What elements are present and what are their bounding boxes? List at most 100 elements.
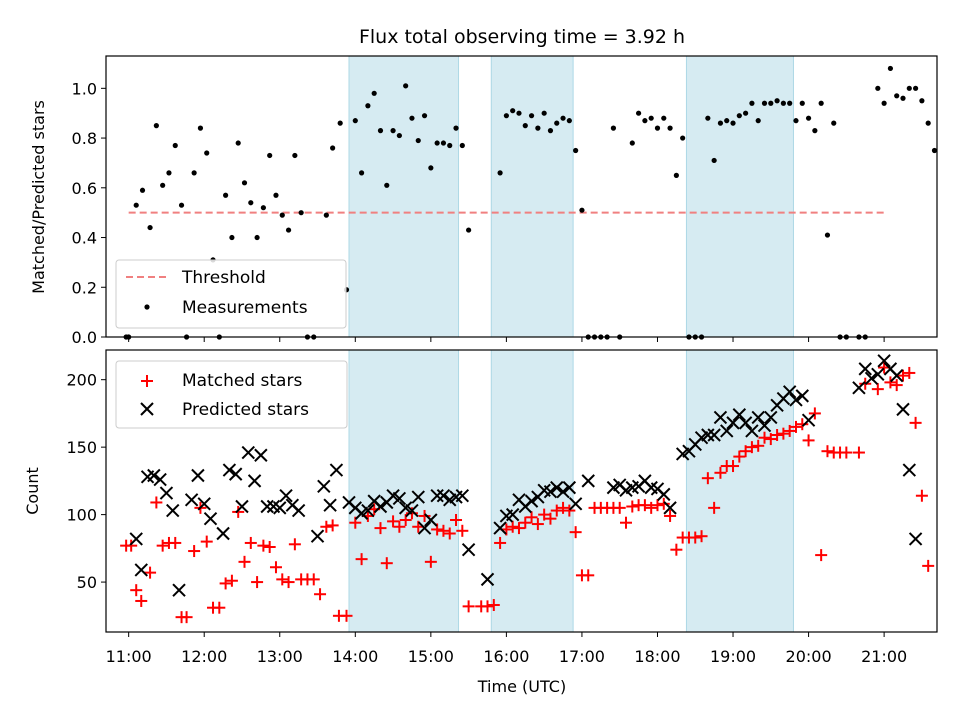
matched-star-point bbox=[276, 573, 289, 586]
top-spans-layer bbox=[348, 55, 794, 338]
predicted-star-point bbox=[405, 503, 419, 518]
predicted-star-point bbox=[505, 507, 520, 522]
matched-star-point bbox=[320, 520, 333, 533]
matched-star-point bbox=[550, 504, 563, 517]
observing-span-3 bbox=[685, 55, 794, 338]
xtick-label: 21:00 bbox=[861, 647, 907, 666]
measurement-point bbox=[466, 227, 472, 233]
matched-star-point bbox=[815, 549, 828, 562]
measurement-point bbox=[566, 118, 572, 124]
measurement-point bbox=[579, 207, 585, 213]
predicted-star-point bbox=[732, 408, 747, 422]
top-ytick-label: 0.0 bbox=[72, 328, 97, 347]
predicted-star-point bbox=[738, 416, 753, 430]
xtick-label: 13:00 bbox=[257, 647, 303, 666]
predicted-star-point bbox=[764, 410, 778, 425]
predicted-star-point bbox=[858, 362, 872, 376]
predicted-star-point bbox=[461, 542, 476, 557]
matched-star-point bbox=[487, 599, 500, 612]
matched-star-point bbox=[135, 594, 148, 607]
predicted-star-point bbox=[789, 393, 803, 407]
matched-star-point bbox=[380, 557, 393, 570]
legend-threshold-label: Threshold bbox=[181, 268, 266, 288]
observing-span-1 bbox=[348, 55, 460, 338]
predicted-star-point bbox=[493, 521, 507, 535]
predicted-star-point bbox=[260, 499, 274, 514]
matched-star-point bbox=[519, 516, 532, 529]
matched-star-point bbox=[689, 531, 702, 544]
measurement-point bbox=[749, 100, 755, 106]
predicted-star-point bbox=[852, 381, 866, 395]
matched-star-point bbox=[664, 509, 677, 522]
matched-star-point bbox=[387, 515, 400, 528]
measurement-point bbox=[415, 137, 421, 144]
predicted-star-point bbox=[430, 489, 444, 503]
matched-star-point bbox=[156, 539, 169, 552]
bottom-ytick-label: 50 bbox=[77, 573, 97, 592]
measurement-point bbox=[371, 90, 377, 96]
bottom-legend: Matched stars Predicted stars bbox=[115, 360, 348, 429]
matched-star-point bbox=[340, 609, 353, 622]
matched-star-point bbox=[871, 383, 884, 396]
measurement-point bbox=[673, 172, 679, 178]
measurement-point bbox=[812, 128, 818, 134]
xtick-label: 14:00 bbox=[332, 647, 378, 666]
matched-star-point bbox=[745, 441, 758, 454]
measurement-point bbox=[153, 123, 159, 129]
measurement-point bbox=[503, 113, 509, 119]
matched-star-point bbox=[232, 505, 245, 518]
legend-measurements-swatch bbox=[144, 304, 150, 310]
bottom-axes-frame bbox=[105, 349, 938, 633]
measurement-point bbox=[428, 165, 434, 171]
predicted-star-point bbox=[203, 511, 218, 526]
predicted-star-point bbox=[720, 424, 734, 438]
predicted-star-point bbox=[701, 428, 715, 442]
measurement-point bbox=[787, 100, 793, 106]
predicted-star-point bbox=[129, 532, 143, 546]
measurement-point bbox=[285, 227, 292, 233]
top-ytick-label: 0.8 bbox=[72, 129, 97, 148]
measurement-point bbox=[642, 118, 648, 124]
measurement-point bbox=[365, 103, 371, 109]
matched-star-point bbox=[620, 516, 633, 529]
predicted-star-point bbox=[908, 532, 923, 546]
top-ytick-label: 0.2 bbox=[72, 278, 97, 297]
predicted-star-point bbox=[216, 526, 230, 541]
matched-star-point bbox=[326, 519, 339, 532]
matched-star-point bbox=[557, 501, 570, 514]
top-ytick-label: 0.4 bbox=[72, 229, 97, 248]
matched-star-point bbox=[796, 418, 809, 431]
xtick-label: 16:00 bbox=[483, 647, 529, 666]
matched-star-point bbox=[418, 509, 431, 522]
matched-star-point bbox=[374, 522, 387, 535]
legend-predicted-swatch bbox=[140, 402, 154, 416]
measurement-point bbox=[736, 113, 742, 119]
predicted-star-point bbox=[411, 490, 425, 504]
measurement-point bbox=[931, 147, 938, 154]
measurement-point bbox=[292, 152, 298, 159]
measurement-point bbox=[133, 202, 139, 208]
measurement-point bbox=[160, 182, 166, 188]
matched-star-point bbox=[213, 601, 226, 614]
matched-star-point bbox=[764, 433, 777, 446]
legend-matched-label: Matched stars bbox=[182, 371, 302, 391]
matched-star-point bbox=[802, 434, 815, 447]
measurement-point bbox=[241, 180, 248, 186]
measurement-point bbox=[352, 118, 358, 124]
top-ytick-label: 0.6 bbox=[72, 179, 97, 198]
measurement-point bbox=[554, 120, 560, 126]
measurement-point bbox=[166, 170, 172, 176]
measurement-point bbox=[267, 152, 273, 159]
measurement-point bbox=[547, 128, 554, 134]
legend-measurements-label: Measurements bbox=[182, 298, 308, 318]
measurement-point bbox=[724, 118, 730, 124]
matched-star-point bbox=[915, 489, 928, 502]
top-ylabel: Matched/Predicted stars bbox=[29, 100, 48, 294]
measurement-point bbox=[919, 98, 925, 104]
measurement-point bbox=[235, 140, 241, 146]
legend-matched-swatch bbox=[141, 375, 153, 387]
measurement-point bbox=[711, 157, 717, 164]
predicted-star-point bbox=[254, 448, 268, 462]
bottom-ylabel: Count bbox=[23, 467, 42, 515]
matched-star-point bbox=[244, 536, 257, 549]
